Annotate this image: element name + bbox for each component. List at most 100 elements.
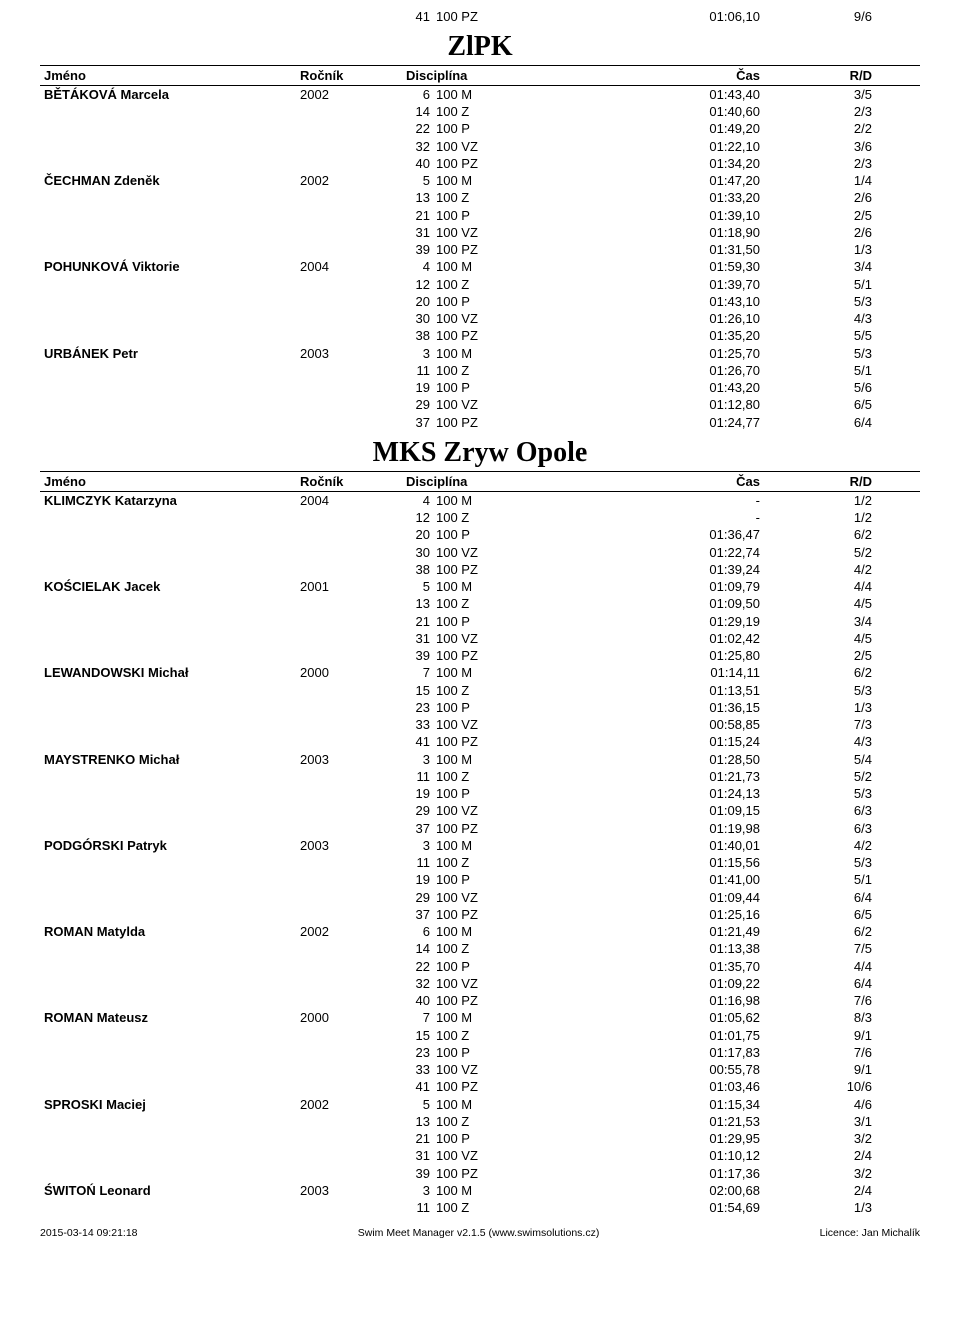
result-rd: 4/5 [760, 631, 880, 647]
swimmer-year: 2002 [300, 924, 400, 940]
result-rd: 8/3 [760, 1010, 880, 1026]
result-time: 01:24,77 [520, 415, 760, 431]
swimmer-year: 2001 [300, 579, 400, 595]
result-num: 39 [400, 648, 430, 664]
result-row: 30100 VZ01:22,745/2 [40, 544, 920, 561]
result-rd: 4/3 [760, 311, 880, 327]
swimmer-year: 2004 [300, 259, 400, 275]
result-time: 01:13,38 [520, 941, 760, 957]
result-num: 15 [400, 683, 430, 699]
result-row: 31100 VZ01:18,902/6 [40, 224, 920, 241]
result-row: SPROSKI Maciej20025100 M01:15,344/6 [40, 1096, 920, 1113]
result-disc: 100 M [430, 665, 520, 681]
result-time: 01:15,34 [520, 1097, 760, 1113]
result-disc: 100 PZ [430, 821, 520, 837]
result-disc: 100 P [430, 872, 520, 888]
result-rd: 6/4 [760, 976, 880, 992]
result-rd: 6/5 [760, 397, 880, 413]
swimmer-year: 2002 [300, 1097, 400, 1113]
result-time: 01:41,00 [520, 872, 760, 888]
result-disc: 100 VZ [430, 631, 520, 647]
result-row: 39100 PZ01:17,363/2 [40, 1165, 920, 1182]
result-disc: 100 P [430, 380, 520, 396]
result-rd: 10/6 [760, 1079, 880, 1095]
swimmer-year: 2003 [300, 1183, 400, 1199]
result-num: 31 [400, 225, 430, 241]
result-row: 40100 PZ01:34,202/3 [40, 155, 920, 172]
result-row: MAYSTRENKO Michał20033100 M01:28,505/4 [40, 751, 920, 768]
result-row: 22100 P01:35,704/4 [40, 958, 920, 975]
result-num: 31 [400, 1148, 430, 1164]
result-num: 5 [400, 173, 430, 189]
result-time: 01:29,19 [520, 614, 760, 630]
orphan-result-row: 41 100 PZ 01:06,10 9/6 [40, 8, 920, 25]
result-time: 01:21,73 [520, 769, 760, 785]
result-num: 19 [400, 380, 430, 396]
table-header: JménoRočníkDisciplínaČasR/D [40, 471, 920, 492]
result-num: 11 [400, 855, 430, 871]
result-disc: 100 Z [430, 510, 520, 526]
result-rd: 7/6 [760, 1045, 880, 1061]
result-rd: 6/2 [760, 527, 880, 543]
result-time: 01:34,20 [520, 156, 760, 172]
result-time: 01:21,53 [520, 1114, 760, 1130]
result-row: 11100 Z01:15,565/3 [40, 855, 920, 872]
result-time: 01:43,20 [520, 380, 760, 396]
result-row: 21100 P01:29,953/2 [40, 1131, 920, 1148]
hdr-disc: Disciplína [400, 474, 520, 489]
result-time: 01:16,98 [520, 993, 760, 1009]
result-row: 33100 VZ00:55,789/1 [40, 1062, 920, 1079]
result-row: 29100 VZ01:12,806/5 [40, 397, 920, 414]
swimmer-name: BĚTÁKOVÁ Marcela [40, 87, 300, 103]
result-num: 13 [400, 1114, 430, 1130]
result-disc: 100 Z [430, 190, 520, 206]
result-rd: 6/2 [760, 665, 880, 681]
result-disc: 100 PZ [430, 907, 520, 923]
result-rd: 4/4 [760, 959, 880, 975]
result-num: 6 [400, 87, 430, 103]
result-rd: 4/2 [760, 838, 880, 854]
swimmer-name: ŚWITOŃ Leonard [40, 1183, 300, 1199]
result-num: 39 [400, 1166, 430, 1182]
result-time: 01:19,98 [520, 821, 760, 837]
result-disc: 100 PZ [430, 415, 520, 431]
result-num: 21 [400, 1131, 430, 1147]
result-time: 01:49,20 [520, 121, 760, 137]
result-disc: 100 Z [430, 1200, 520, 1216]
result-num: 12 [400, 510, 430, 526]
result-time: 01:24,13 [520, 786, 760, 802]
result-time: 01:25,16 [520, 907, 760, 923]
result-time: 01:25,80 [520, 648, 760, 664]
swimmer-name: KLIMCZYK Katarzyna [40, 493, 300, 509]
result-rd: 4/4 [760, 579, 880, 595]
result-num: 19 [400, 786, 430, 802]
result-row: 37100 PZ01:19,986/3 [40, 820, 920, 837]
swimmer-year: 2002 [300, 173, 400, 189]
result-disc: 100 VZ [430, 311, 520, 327]
hdr-time: Čas [520, 474, 760, 489]
result-disc: 100 VZ [430, 803, 520, 819]
result-time: 01:18,90 [520, 225, 760, 241]
hdr-year: Ročník [300, 68, 400, 83]
result-disc: 100 M [430, 346, 520, 362]
result-row: KLIMCZYK Katarzyna20044100 M-1/2 [40, 492, 920, 509]
swimmer-name: LEWANDOWSKI Michał [40, 665, 300, 681]
result-disc: 100 P [430, 208, 520, 224]
page-footer: 2015-03-14 09:21:18 Swim Meet Manager v2… [40, 1227, 920, 1239]
hdr-disc: Disciplína [400, 68, 520, 83]
result-rd: 5/5 [760, 328, 880, 344]
result-rd: 5/4 [760, 752, 880, 768]
result-num: 21 [400, 208, 430, 224]
footer-software: Swim Meet Manager v2.1.5 (www.swimsoluti… [358, 1227, 600, 1239]
result-disc: 100 M [430, 87, 520, 103]
result-disc: 100 PZ [430, 734, 520, 750]
result-time: 00:58,85 [520, 717, 760, 733]
result-rd: 3/5 [760, 87, 880, 103]
result-num: 20 [400, 527, 430, 543]
result-row: 21100 P01:29,193/4 [40, 613, 920, 630]
result-time: 01:02,42 [520, 631, 760, 647]
result-disc: 100 PZ [430, 993, 520, 1009]
result-num: 22 [400, 959, 430, 975]
result-disc: 100 Z [430, 683, 520, 699]
result-num: 4 [400, 259, 430, 275]
